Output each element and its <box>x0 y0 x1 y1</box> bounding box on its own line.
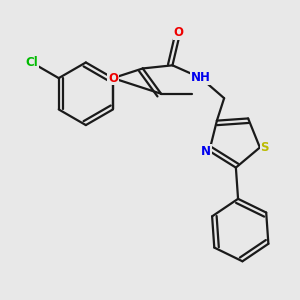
Text: NH: NH <box>191 71 211 84</box>
Text: O: O <box>174 26 184 39</box>
Text: N: N <box>201 145 211 158</box>
Text: Cl: Cl <box>25 56 38 69</box>
Text: S: S <box>261 141 269 154</box>
Text: O: O <box>108 72 118 85</box>
